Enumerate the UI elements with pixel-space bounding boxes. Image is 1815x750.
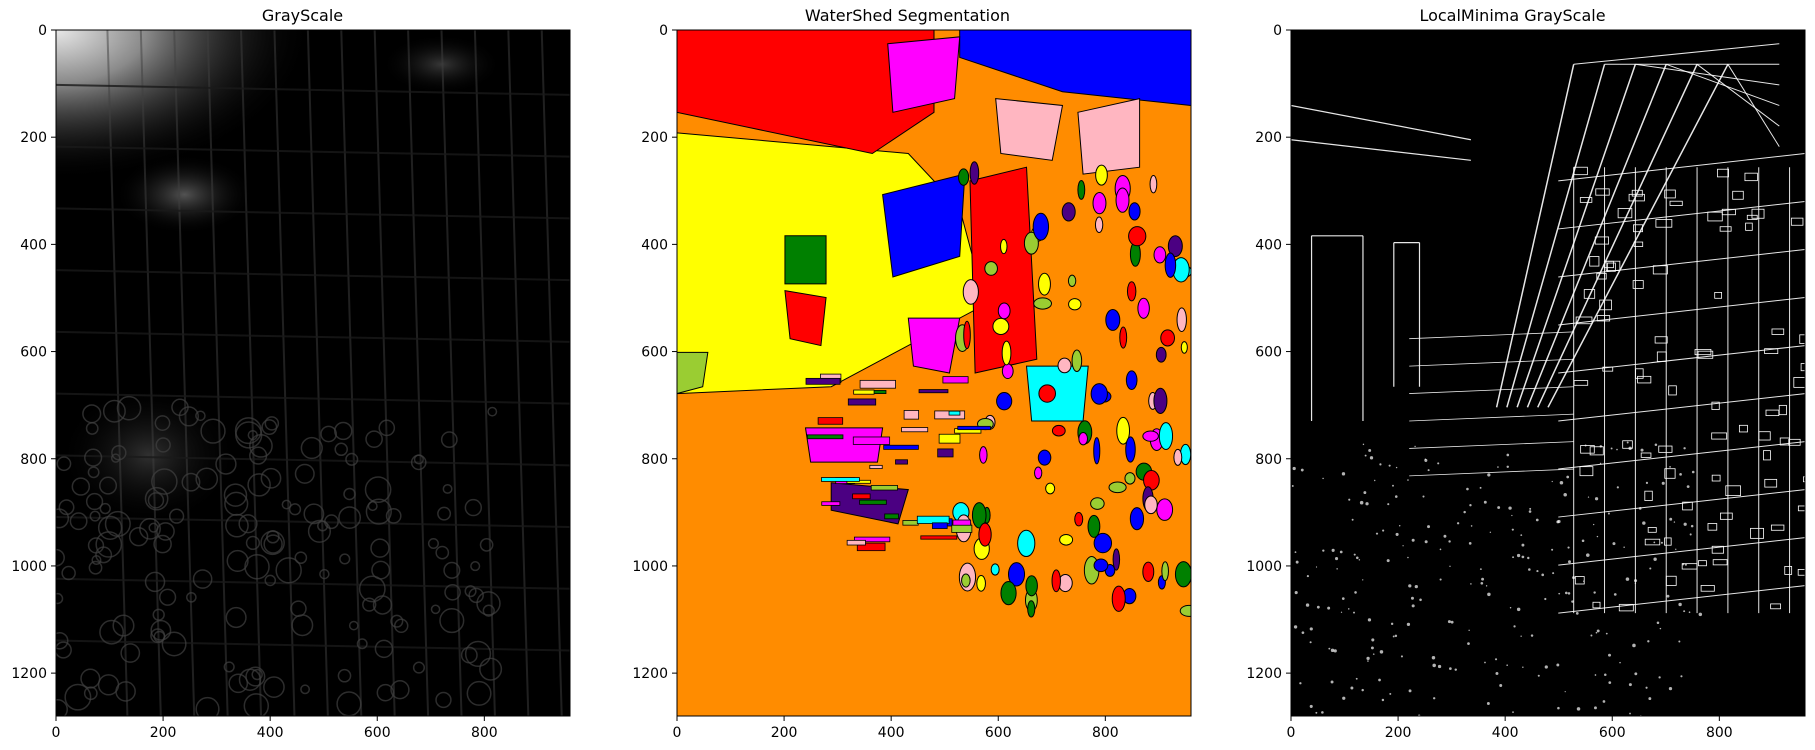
y-tick-label: 1200: [11, 666, 47, 682]
x-tick-label: 400: [257, 725, 284, 741]
y-tick-label: 0: [659, 23, 668, 39]
axes-frame: [676, 29, 1192, 717]
watershed-panel: WaterShed Segmentation 0 200 400 600 800 0 200…: [605, 0, 1210, 750]
y-tick-label: 1000: [1246, 559, 1282, 575]
x-tick-label: 200: [1385, 725, 1412, 741]
y-tick-label: 600: [20, 345, 47, 361]
x-tick-label: 200: [150, 725, 177, 741]
y-tick-label: 1200: [632, 666, 668, 682]
y-tick-label: 0: [1273, 23, 1282, 39]
x-tick-label: 0: [1287, 725, 1296, 741]
y-tick-label: 1000: [11, 559, 47, 575]
plot-area-segmentation: 0 200 400 600 800 0 200 400 600 800 1000 1200: [632, 23, 1192, 741]
x-tick-label: 600: [985, 725, 1012, 741]
y-tick-label: 800: [1255, 452, 1282, 468]
x-tick-label: 800: [471, 725, 498, 741]
axes-frame: [55, 29, 571, 717]
x-tick-label: 400: [1492, 725, 1519, 741]
grayscale-image: [56, 30, 570, 716]
axes-frame: [1290, 29, 1806, 717]
y-tick-label: 400: [1255, 237, 1282, 253]
y-tick-label: 800: [20, 452, 47, 468]
plot-area-edges: 0 200 400 600 800 0 200 400 600 800 1000 1200: [1246, 23, 1806, 741]
y-tick-label: 1000: [632, 559, 668, 575]
plot-area-grayscale: 0 200 400 600 800 0 200 400 600 800 1000 1200: [11, 23, 571, 741]
x-tick-label: 800: [1092, 725, 1119, 741]
segmentation-image: [677, 30, 1191, 716]
y-tick-label: 400: [20, 237, 47, 253]
x-tick-label: 0: [52, 725, 61, 741]
x-tick-label: 600: [1599, 725, 1626, 741]
grayscale-panel: GrayScale 0 200 400 600 800 0 200 400 600 800 1000…: [0, 0, 605, 750]
localminima-panel: LocalMinima GrayScale 0 200 400 600 800 0 200 4…: [1210, 0, 1815, 750]
panel-title-watershed: WaterShed Segmentation: [804, 6, 1011, 25]
y-tick-label: 800: [641, 452, 668, 468]
y-tick-label: 400: [641, 237, 668, 253]
panel-title-grayscale: GrayScale: [261, 6, 344, 25]
x-tick-label: 800: [1706, 725, 1733, 741]
x-tick-label: 400: [878, 725, 905, 741]
y-tick-label: 1200: [1246, 666, 1282, 682]
y-tick-label: 0: [38, 23, 47, 39]
edges-image: [1291, 30, 1805, 716]
x-tick-label: 200: [771, 725, 798, 741]
y-tick-label: 600: [1255, 345, 1282, 361]
x-tick-label: 0: [673, 725, 682, 741]
panel-title-localminima: LocalMinima GrayScale: [1419, 6, 1606, 25]
x-tick-label: 600: [364, 725, 391, 741]
y-tick-label: 200: [20, 130, 47, 146]
y-tick-label: 200: [1255, 130, 1282, 146]
y-tick-label: 200: [641, 130, 668, 146]
y-tick-label: 600: [641, 345, 668, 361]
